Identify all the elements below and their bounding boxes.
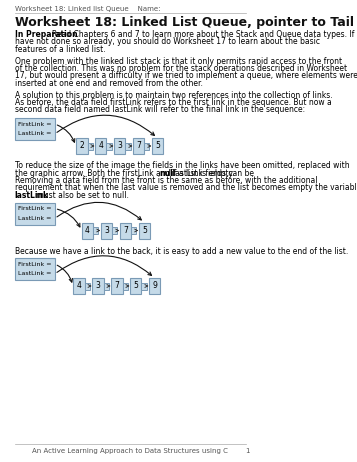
Bar [104, 282, 109, 290]
Text: requirement that when the last value is removed and the list becomes empty the v: requirement that when the last value is … [15, 183, 357, 193]
Text: 7: 7 [136, 141, 141, 151]
Bar [111, 278, 122, 294]
Text: : Read Chapters 6 and 7 to learn more about the Stack and Queue data types. If y: : Read Chapters 6 and 7 to learn more ab… [47, 30, 357, 39]
Text: In Preparation: In Preparation [15, 30, 77, 39]
Text: To reduce the size of the image the fields in the links have been omitted, repla: To reduce the size of the image the fiel… [15, 161, 349, 170]
Text: must also be set to null.: must also be set to null. [34, 191, 129, 200]
Text: LastLink =: LastLink = [17, 215, 51, 220]
Text: 7: 7 [114, 281, 119, 291]
Bar [144, 142, 150, 150]
Text: 5: 5 [155, 141, 160, 151]
Text: the graphic arrow. Both the firstLink and lastLink fields can be: the graphic arrow. Both the firstLink an… [15, 169, 256, 177]
Bar [76, 138, 87, 154]
Text: 5: 5 [133, 281, 138, 291]
Text: 17, but would present a difficulty if we tried to implement a queue, where eleme: 17, but would present a difficulty if we… [15, 72, 357, 80]
Bar [141, 282, 147, 290]
Text: Removing a data field from the front is the same as before, with the additional: Removing a data field from the front is … [15, 176, 317, 185]
Text: null: null [159, 169, 175, 177]
Text: 3: 3 [117, 141, 122, 151]
Text: 2: 2 [79, 141, 84, 151]
Bar [125, 142, 131, 150]
Text: features of a linked list.: features of a linked list. [15, 45, 105, 54]
Text: LastLink =: LastLink = [17, 271, 51, 276]
Text: 4: 4 [85, 226, 90, 235]
Text: LastLink =: LastLink = [17, 131, 51, 136]
Bar [73, 278, 85, 294]
Bar [15, 118, 55, 140]
Text: of the collection. This was no problem for the stack operations described in Wor: of the collection. This was no problem f… [15, 64, 347, 73]
Text: 3: 3 [104, 226, 109, 235]
Text: 4: 4 [76, 281, 81, 291]
Bar [131, 227, 136, 234]
Bar [92, 278, 104, 294]
Bar [85, 282, 90, 290]
Text: 9: 9 [152, 281, 157, 291]
Bar [130, 278, 141, 294]
Bar [152, 138, 164, 154]
Text: FirstLink =: FirstLink = [17, 122, 51, 127]
Bar [120, 223, 131, 238]
Text: One problem with the linked list stack is that it only permits rapid access to t: One problem with the linked list stack i… [15, 56, 342, 66]
Bar [149, 278, 160, 294]
Text: inserted at one end and removed from the other.: inserted at one end and removed from the… [15, 79, 202, 88]
Bar [82, 223, 93, 238]
Bar [106, 142, 112, 150]
Bar [133, 138, 144, 154]
Bar [112, 227, 117, 234]
Bar [15, 258, 55, 280]
Text: FirstLink =: FirstLink = [17, 207, 51, 212]
Text: if a list is empty.: if a list is empty. [169, 169, 234, 177]
Text: second data field named lastLink will refer to the final link in the sequence:: second data field named lastLink will re… [15, 105, 305, 115]
Text: Because we have a link to the back, it is easy to add a new value to the end of : Because we have a link to the back, it i… [15, 247, 348, 255]
Text: lastLink: lastLink [15, 191, 49, 200]
Text: As before, the data field firstLink refers to the first link in the sequence. Bu: As before, the data field firstLink refe… [15, 98, 331, 107]
Text: have not done so already, you should do Worksheet 17 to learn about the basic: have not done so already, you should do … [15, 37, 320, 47]
Bar [15, 202, 55, 225]
Text: A solution to this problem is to maintain two references into the collection of : A solution to this problem is to maintai… [15, 91, 332, 99]
Text: 7: 7 [123, 226, 128, 235]
Text: An Active Learning Approach to Data Structures using C: An Active Learning Approach to Data Stru… [32, 448, 228, 454]
Text: Worksheet 18: Linked list Queue    Name:: Worksheet 18: Linked list Queue Name: [15, 6, 160, 12]
Text: 3: 3 [95, 281, 100, 291]
Text: FirstLink =: FirstLink = [17, 262, 51, 267]
Text: Worksheet 18: Linked List Queue, pointer to Tail: Worksheet 18: Linked List Queue, pointer… [15, 16, 353, 29]
Text: 1: 1 [246, 448, 250, 454]
Bar [87, 142, 92, 150]
Bar [122, 282, 127, 290]
Text: 5: 5 [142, 226, 147, 235]
Text: 4: 4 [98, 141, 103, 151]
Bar [101, 223, 112, 238]
Bar [114, 138, 125, 154]
Bar [139, 223, 150, 238]
Bar [95, 138, 106, 154]
Bar [93, 227, 99, 234]
